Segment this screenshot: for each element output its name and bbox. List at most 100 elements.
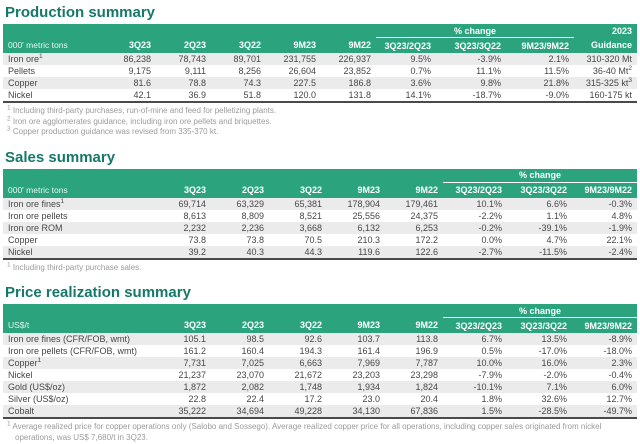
- guidance-cell: 36-40 Mt2: [592, 65, 633, 76]
- value-cell: 6,663: [299, 358, 322, 368]
- change-cell: 4.7%: [546, 234, 567, 245]
- guidance-cell: 160-175 kt: [589, 90, 633, 100]
- footnote-marker: 1: [7, 104, 11, 112]
- value-cell: 34,130: [352, 406, 380, 416]
- value-cell: 44.3: [304, 246, 322, 257]
- value-cell: 42.1: [133, 90, 151, 100]
- value-cell: 1,934: [357, 382, 380, 392]
- value-cell: 73.8: [188, 234, 206, 245]
- table-row: Iron ore1 86,238 78,743 89,701 231,755 226,93…: [3, 53, 638, 65]
- value-cell: 70.5: [304, 234, 322, 245]
- table-row: Nickel 21,237 23,070 21,672 23,203 23,298 -7.9…: [3, 369, 638, 381]
- change-cell: -2.4%: [608, 246, 633, 257]
- change-cell: 1.1%: [546, 210, 567, 221]
- change-cell: 11.5%: [544, 66, 570, 76]
- header-columns-row: US$/t 3Q23 2Q23 3Q22 9M23 9M22 3Q23/2Q23 3Q23/3…: [3, 317, 638, 333]
- value-cell: 9,175: [128, 66, 151, 76]
- value-cell: 20.4: [420, 394, 438, 404]
- change-cell: -17.0%: [538, 346, 567, 356]
- production-footnotes: 1 Including third-party purchases, run-o…: [7, 104, 637, 138]
- guidance-year-header: 2023: [574, 24, 638, 38]
- table-body: Iron ore fines (CFR/FOB, wmt) 105.1 98.5 92…: [3, 333, 638, 418]
- table-header: % change 000' metric tons 3Q23 2Q23 3Q22 9M23…: [3, 168, 638, 198]
- value-cell: 26,604: [288, 66, 316, 76]
- value-cell: 36.9: [188, 90, 206, 100]
- value-cell: 69,714: [178, 198, 206, 209]
- change-cell: -1.9%: [608, 222, 633, 233]
- unit-label: 000' metric tons: [3, 182, 153, 198]
- footnote-marker: 1: [7, 420, 11, 428]
- footnote: 2 Iron ore agglomerates guidance, includ…: [7, 114, 272, 126]
- sales-table-slot: % change 000' metric tons 3Q23 2Q23 3Q22 9M23…: [3, 168, 638, 260]
- price-footnotes: 1 Average realized price for copper oper…: [7, 420, 637, 443]
- guidance-label-header: Guidance: [574, 37, 638, 53]
- header-columns-row: 000' metric tons 3Q23 2Q23 3Q22 9M23 9M22 3Q23…: [3, 37, 638, 53]
- value-cell: 21,237: [178, 370, 206, 380]
- column-header-9m23: 9M23: [266, 37, 321, 53]
- change-cell: 9.8%: [480, 78, 501, 88]
- value-cell: 49,228: [294, 406, 322, 416]
- value-cell: 21,672: [294, 370, 322, 380]
- value-cell: 1,872: [183, 382, 206, 392]
- row-label: Iron ore pellets: [8, 210, 68, 221]
- value-cell: 178,904: [347, 198, 380, 209]
- column-header-3q23-2q23: 3Q23/2Q23: [443, 182, 507, 198]
- table-row: Pellets 9,175 9,111 8,256 26,604 23,852 0.7% 11…: [3, 65, 638, 77]
- price-table-slot: % change US$/t 3Q23 2Q23 3Q22 9M23 9M22 3Q23/2Q…: [3, 304, 638, 419]
- row-label: Gold (US$/oz): [8, 382, 66, 392]
- value-cell: 210.3: [357, 234, 380, 245]
- change-cell: 3.6%: [410, 78, 431, 88]
- value-cell: 161.2: [183, 346, 206, 356]
- price-realization-summary-title: Price realization summary: [5, 284, 191, 301]
- value-cell: 89,701: [233, 54, 261, 64]
- change-cell: -0.4%: [608, 370, 633, 380]
- change-cell: -39.1%: [538, 222, 567, 233]
- column-header-9m23: 9M23: [327, 182, 385, 198]
- footnote-marker: 1: [39, 53, 43, 60]
- value-cell: 35,222: [178, 406, 206, 416]
- change-cell: 0.0%: [481, 234, 502, 245]
- value-cell: 25,556: [352, 210, 380, 221]
- guidance-cell: 315-325 kt3: [585, 77, 633, 88]
- row-label: Copper1: [8, 357, 42, 368]
- value-cell: 7,025: [241, 358, 264, 368]
- value-cell: 23.0: [362, 394, 380, 404]
- unit-label: US$/t: [3, 317, 153, 333]
- value-cell: 7,969: [357, 358, 380, 368]
- value-cell: 8,809: [241, 210, 264, 221]
- change-cell: -49.7%: [603, 406, 633, 416]
- header-columns-row: 000' metric tons 3Q23 2Q23 3Q22 9M23 9M22 3Q23…: [3, 182, 638, 198]
- table-row: Iron ore fines (CFR/FOB, wmt) 105.1 98.5 92…: [3, 333, 638, 345]
- value-cell: 186.8: [348, 78, 371, 88]
- table-row: Copper 81.6 78.8 74.3 227.5 186.8 3.6% 9.8% 21.8…: [3, 77, 638, 89]
- column-header-3q23: 3Q23: [153, 182, 211, 198]
- change-cell: -2.0%: [543, 370, 567, 380]
- value-cell: 8,613: [183, 210, 206, 221]
- table-row: Nickel 42.1 36.9 51.8 120.0 131.8 14.1% -18.7% -…: [3, 89, 638, 102]
- price-realization-summary-table: % change US$/t 3Q23 2Q23 3Q22 9M23 9M22 3Q23/2Q…: [3, 304, 638, 419]
- value-cell: 7,787: [415, 358, 438, 368]
- table-row: Nickel 39.2 40.3 44.3 119.6 122.6 -2.7% -11.5% -…: [3, 245, 638, 259]
- section-price-realization-summary: Price realization summary % change US$/t 3…: [3, 284, 638, 443]
- value-cell: 73.8: [246, 234, 264, 245]
- row-label: Iron ore ROM: [8, 222, 63, 233]
- footnote: 3 Copper production guidance was revised…: [7, 125, 219, 136]
- change-cell: 0.5%: [481, 346, 502, 356]
- change-cell: -11.5%: [539, 246, 567, 257]
- row-label: Copper: [8, 78, 38, 88]
- table-row: Copper1 7,731 7,025 6,663 7,969 7,787 10.0% 16.…: [3, 357, 638, 369]
- production-summary-table: % change 2023 000' metric tons 3Q23 2Q23 3Q22…: [3, 24, 638, 103]
- column-header-3q22: 3Q22: [269, 317, 327, 333]
- value-cell: 23,298: [410, 370, 438, 380]
- change-cell: -3.9%: [477, 54, 501, 64]
- change-cell: 1.8%: [481, 394, 502, 404]
- value-cell: 8,521: [299, 210, 322, 221]
- footnote-marker: 3: [7, 125, 11, 133]
- column-header-3q23-3q22: 3Q23/3Q22: [436, 37, 506, 53]
- change-cell: -7.9%: [478, 370, 502, 380]
- row-label: Iron ore fines1: [8, 197, 65, 209]
- value-cell: 131.8: [348, 90, 371, 100]
- value-cell: 39.2: [188, 246, 206, 257]
- table-row: Iron ore fines1 69,714 63,329 65,381 178,904…: [3, 197, 638, 210]
- sales-footnotes: 1 Including third-party purchase sales.: [7, 261, 637, 274]
